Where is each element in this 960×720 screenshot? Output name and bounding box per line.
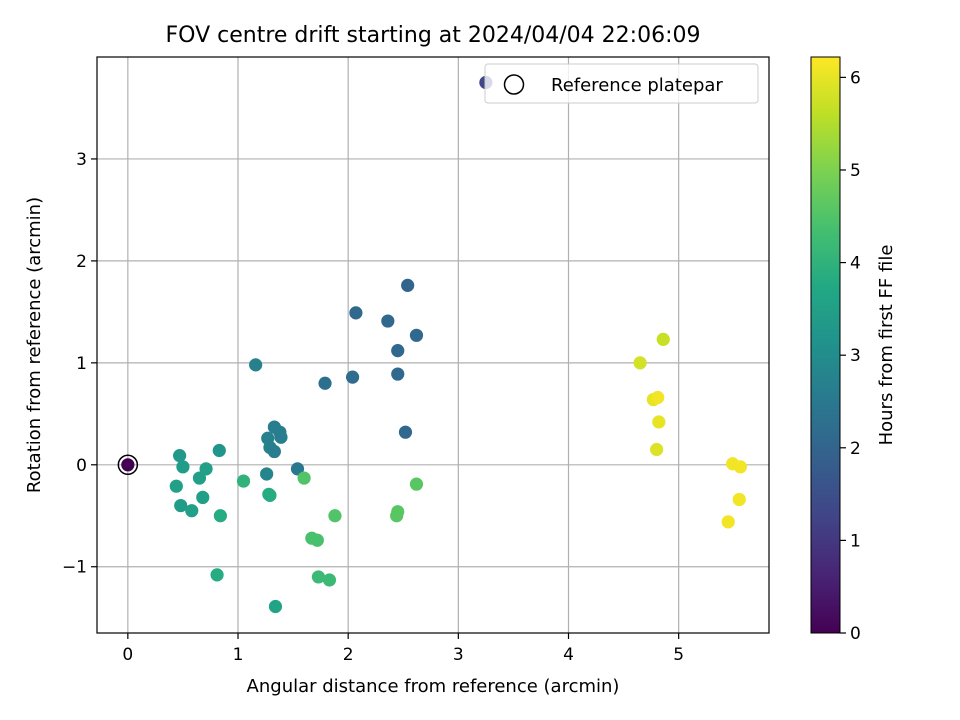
data-point [409,328,424,342]
data-point [652,415,666,429]
data-point [391,344,405,358]
colorbar-tick-label: 6 [850,68,861,88]
data-point [249,358,263,372]
grid-lines [97,57,769,633]
data-point [199,462,213,476]
data-point [196,490,210,505]
colorbar-label: Hours from first FF file [876,245,897,446]
data-point [349,306,363,320]
y-tick-label: −1 [62,558,87,578]
data-point [732,492,746,507]
colorbar-gradient [810,56,841,634]
data-point [121,458,135,472]
chart-title: FOV centre drift starting at 2024/04/04 … [166,23,701,48]
legend-entry: Reference platepar [551,75,723,96]
x-tick-label: 1 [233,645,244,665]
data-point [260,467,274,481]
colorbar-ticks: 0 1 2 3 4 5 6 [840,68,861,644]
data-point [210,568,224,582]
data-point [267,444,281,459]
data-point [318,376,332,390]
reference-platepar-marker [117,454,139,476]
data-point [268,599,283,614]
data-point [311,570,326,584]
data-point [213,509,227,523]
data-point [409,477,424,491]
data-point [328,509,342,523]
data-point [297,471,311,485]
data-point [398,425,413,439]
data-points [121,75,747,614]
x-tick-label: 3 [453,645,464,665]
x-tick-label: 0 [122,645,133,665]
data-point [733,460,747,474]
data-point [173,449,187,463]
y-tick-label: 2 [76,252,87,272]
data-point [212,443,226,458]
data-point [391,367,405,381]
data-point [274,430,288,444]
data-point [345,370,360,384]
data-point [176,460,190,474]
y-axis-label: Rotation from reference (arcmin) [24,197,45,493]
data-point [390,509,404,523]
colorbar-tick-label: 3 [850,346,861,366]
colorbar-tick-label: 4 [850,254,861,274]
data-point [633,356,647,370]
data-point [236,474,251,488]
colorbar-tick-label: 2 [850,439,861,459]
x-axis-label: Angular distance from reference (arcmin) [247,676,620,697]
x-tick-label: 4 [563,645,574,665]
data-point [322,573,337,587]
x-axis-ticks: 0 1 2 3 4 5 [122,633,684,665]
y-tick-label: 3 [76,150,87,170]
plot-frame [96,56,770,634]
data-point [310,533,324,547]
data-point [401,278,415,292]
y-tick-label: 1 [76,354,87,374]
x-tick-label: 5 [673,645,684,665]
data-point [381,314,395,328]
data-point [290,462,305,476]
y-tick-label: 0 [76,456,87,476]
data-point [721,515,735,529]
legend-box [484,63,759,104]
legend: Reference platepar [484,63,759,104]
colorbar-tick-label: 0 [850,624,861,644]
data-point [263,488,277,502]
legend-marker-icon [503,74,525,95]
data-point [192,471,207,485]
y-axis-ticks: −1 0 1 2 3 [62,150,97,578]
data-point [651,390,665,405]
colorbar-tick-label: 1 [850,531,861,551]
data-point [185,504,199,518]
data-point [656,332,670,346]
colorbar: 0 1 2 3 4 5 6 Hours from first FF file [810,56,897,644]
colorbar-tick-label: 5 [850,161,861,181]
reference-marker [117,454,139,476]
data-point [650,442,664,457]
data-point [169,479,183,493]
x-tick-label: 2 [343,645,354,665]
data-point [174,498,188,513]
